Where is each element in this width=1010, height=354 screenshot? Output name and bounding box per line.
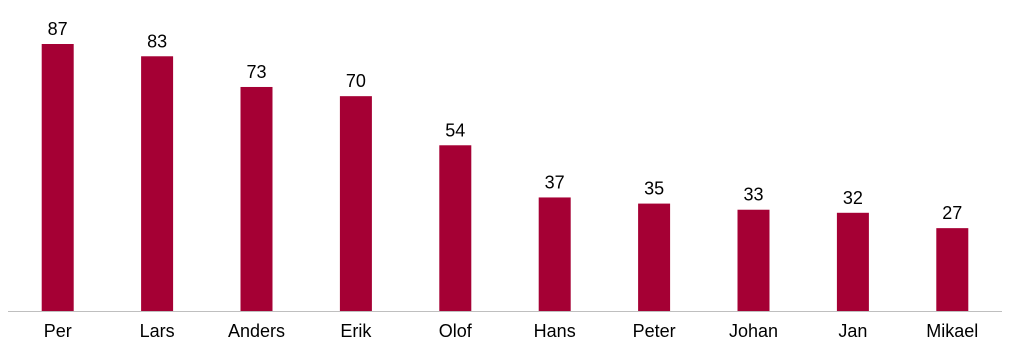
bar-anders [240, 86, 273, 311]
category-label-olof: Olof [439, 321, 473, 341]
category-labels-group: Per Lars Anders Erik Olof Hans Peter Johan Jan Mi… [44, 321, 979, 341]
category-label-lars: Lars [140, 321, 175, 341]
value-label-olof: 54 [445, 120, 465, 140]
category-label-per: Per [44, 321, 72, 341]
value-label-johan: 33 [743, 185, 763, 205]
bar-lars [141, 56, 174, 311]
category-label-mikael: Mikael [926, 321, 978, 341]
value-label-mikael: 27 [942, 203, 962, 223]
bars-group [41, 44, 969, 311]
category-label-anders: Anders [228, 321, 285, 341]
value-label-jan: 32 [843, 188, 863, 208]
value-label-hans: 37 [545, 172, 565, 192]
value-label-lars: 83 [147, 31, 167, 51]
bar-jan [836, 212, 869, 311]
value-labels-group: 87 83 73 70 54 37 35 33 32 27 [48, 19, 963, 223]
bar-olof [439, 145, 472, 311]
bar-hans [538, 197, 571, 311]
value-label-erik: 70 [346, 71, 366, 91]
category-label-jan: Jan [838, 321, 867, 341]
bar-peter [638, 203, 671, 311]
value-label-peter: 35 [644, 179, 664, 199]
category-label-peter: Peter [633, 321, 676, 341]
category-label-johan: Johan [729, 321, 778, 341]
bar-erik [339, 96, 372, 311]
bar-per [41, 44, 74, 311]
category-label-hans: Hans [534, 321, 576, 341]
value-label-per: 87 [48, 19, 68, 39]
bar-mikael [936, 228, 969, 311]
category-label-erik: Erik [340, 321, 372, 341]
value-label-anders: 73 [246, 62, 266, 82]
bar-johan [737, 209, 770, 311]
